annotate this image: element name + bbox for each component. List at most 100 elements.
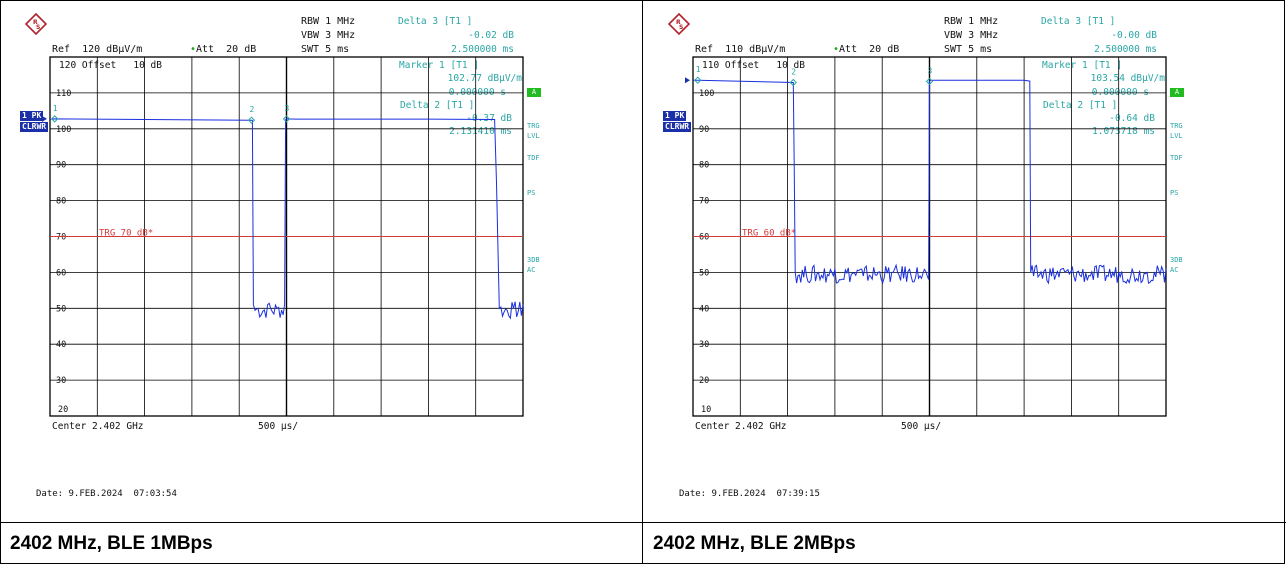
- side-label-ps: PS: [1170, 189, 1179, 197]
- analyzer-panel-2mbps: R S RBW 1 MHz VBW 3 MHz SWT 5 ms Ref 110…: [643, 0, 1285, 522]
- y-tick-label: 10: [701, 405, 711, 415]
- trace-clrwr-badge: CLRWR: [663, 122, 692, 132]
- y-tick-label: 50: [56, 304, 66, 314]
- marker1-value: 102.77 dBµV/m: [447, 73, 522, 84]
- y-tick-label: 80: [56, 197, 66, 207]
- att-label: •Att 20 dB: [190, 44, 257, 55]
- swt-label: SWT 5 ms: [944, 44, 993, 55]
- trigger-a-indicator: A: [527, 88, 541, 97]
- sweep-span-label: 500 µs/: [258, 421, 299, 432]
- marker-2-symbol: [789, 78, 797, 87]
- y-tick-label: 20: [58, 405, 68, 415]
- svg-text:S: S: [679, 24, 683, 31]
- trigger-a-indicator: A: [1170, 88, 1184, 97]
- caption-divider: [0, 522, 1286, 523]
- marker-2-label: 2: [249, 105, 254, 114]
- trace-pk-badge: 1 PK: [20, 111, 44, 121]
- y-tick-label: 70: [56, 233, 66, 243]
- side-label-tdf: TDF: [1170, 154, 1183, 162]
- timestamp-label: Date: 9.FEB.2024 07:03:54: [36, 489, 177, 499]
- marker-2-label: 2: [791, 67, 796, 76]
- delta3-value: -0.02 dB: [468, 30, 514, 41]
- marker-3-symbol: [282, 115, 291, 123]
- marker-2-symbol: [247, 116, 256, 124]
- marker-3-label: 3: [928, 66, 933, 75]
- y-tick-label: 100: [699, 89, 714, 99]
- rohde-schwarz-logo-icon: R S: [668, 13, 690, 35]
- caption-2mbps: 2402 MHz, BLE 2MBps: [653, 533, 856, 554]
- ref-level-label: Ref 120 dBµV/m: [52, 44, 143, 55]
- trigger-level-label: TRG 60 dB*: [742, 229, 796, 239]
- vbw-label: VBW 3 MHz: [301, 30, 356, 41]
- side-label-trg: TRG: [1170, 122, 1183, 130]
- trace-line: [49, 118, 524, 320]
- marker1-value: 103.54 dBµV/m: [1090, 73, 1165, 84]
- side-label-ac: AC: [527, 266, 536, 274]
- marker-1-label: 1: [696, 65, 701, 74]
- delta2-title: Delta 2 [T1 ]: [1043, 100, 1118, 111]
- offset-label: 120 Offset 10 dB: [59, 60, 162, 71]
- marker-1-symbol: [51, 115, 59, 123]
- svg-text:S: S: [36, 24, 40, 31]
- delta3-title: Delta 3 [T1 ]: [1041, 16, 1116, 27]
- center-frequency-label: Center 2.402 GHz: [52, 421, 144, 432]
- y-tick-label: 40: [56, 340, 66, 350]
- y-tick-label: 80: [699, 161, 709, 171]
- marker-3-label: 3: [285, 104, 290, 113]
- y-tick-label: 60: [56, 268, 66, 278]
- delta2-value: -0.64 dB: [1109, 113, 1155, 124]
- marker-1-symbol: [694, 76, 702, 84]
- trace-clrwr-badge: CLRWR: [20, 122, 49, 132]
- sweep-span-label: 500 µs/: [901, 421, 942, 432]
- y-tick-label: 40: [699, 304, 709, 314]
- side-label-ps: PS: [527, 189, 536, 197]
- rohde-schwarz-logo-icon: R S: [25, 13, 47, 35]
- side-label-lvl: LVL: [1170, 132, 1183, 140]
- side-label-ac: AC: [1170, 266, 1179, 274]
- trace-pk-badge: 1 PK: [663, 111, 687, 121]
- y-tick-label: 100: [56, 125, 71, 135]
- y-tick-label: 90: [699, 125, 709, 135]
- analyzer-panel-1mbps: R S RBW 1 MHz VBW 3 MHz SWT 5 ms Ref 120…: [0, 0, 642, 522]
- marker1-title: Marker 1 [T1 ]: [399, 60, 480, 71]
- side-label-tdf: TDF: [527, 154, 540, 162]
- y-tick-label: 30: [699, 340, 709, 350]
- marker1-title: Marker 1 [T1 ]: [1042, 60, 1123, 71]
- y-tick-label: 60: [699, 233, 709, 243]
- svg-text:R: R: [676, 19, 681, 26]
- offset-label: 110 Offset 10 dB: [702, 60, 805, 71]
- caption-1mbps: 2402 MHz, BLE 1MBps: [10, 533, 213, 554]
- swt-label: SWT 5 ms: [301, 44, 350, 55]
- delta2-time: 2.131410 ms: [449, 126, 512, 137]
- att-label: •Att 20 dB: [833, 44, 900, 55]
- spectrum-plot: 100 90 80 70 60 50 40 30 20 10 TRG 60 dB* 1 2 3: [685, 56, 1167, 417]
- trace-ref-arrow-icon: [42, 115, 47, 122]
- rbw-label: RBW 1 MHz: [944, 16, 999, 27]
- y-tick-label: 70: [699, 197, 709, 207]
- side-label-3db: 3DB: [1170, 256, 1183, 264]
- ref-level-label: Ref 110 dBµV/m: [695, 44, 786, 55]
- trace-ref-arrow-icon: [685, 77, 690, 84]
- delta2-time: 1.073718 ms: [1092, 126, 1155, 137]
- y-tick-label: 50: [699, 268, 709, 278]
- y-tick-label: 30: [56, 376, 66, 386]
- delta3-time: 2.500000 ms: [451, 44, 514, 55]
- delta2-value: -0.37 dB: [466, 113, 512, 124]
- side-label-3db: 3DB: [527, 256, 540, 264]
- vbw-label: VBW 3 MHz: [944, 30, 999, 41]
- y-tick-label: 20: [699, 376, 709, 386]
- marker-1-label: 1: [53, 104, 58, 113]
- delta3-value: -0.00 dB: [1111, 30, 1157, 41]
- trigger-level-label: TRG 70 dB*: [99, 229, 153, 239]
- marker-3-symbol: [925, 77, 934, 86]
- spectrum-plot: 110 100 90 80 70 60 50 40 30 20 TRG 70 dB* 1 2 3: [42, 56, 524, 417]
- y-tick-label: 90: [56, 161, 66, 171]
- delta3-title: Delta 3 [T1 ]: [398, 16, 473, 27]
- timestamp-label: Date: 9.FEB.2024 07:39:15: [679, 489, 820, 499]
- delta3-time: 2.500000 ms: [1094, 44, 1157, 55]
- svg-text:R: R: [33, 19, 38, 26]
- delta2-title: Delta 2 [T1 ]: [400, 100, 475, 111]
- center-frequency-label: Center 2.402 GHz: [695, 421, 787, 432]
- y-tick-label: 110: [56, 89, 71, 99]
- trace-line: [692, 79, 1167, 285]
